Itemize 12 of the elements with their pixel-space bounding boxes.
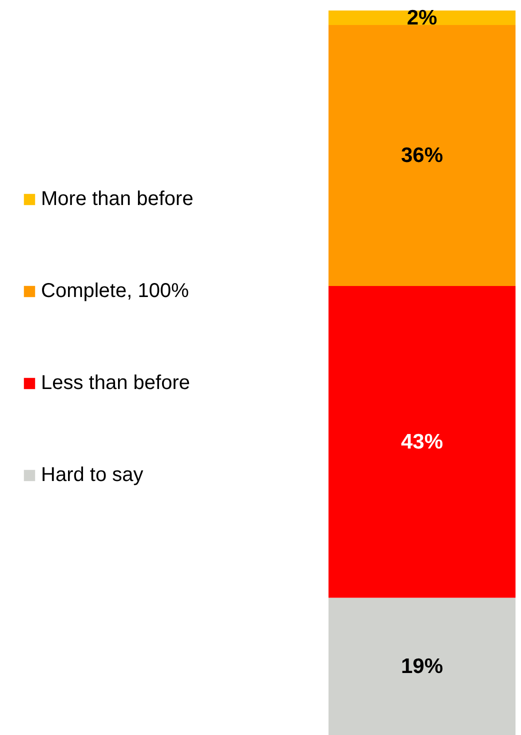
bar — [328, 286, 516, 598]
data-label: 2% — [406, 6, 438, 30]
legend-label: Less than before — [41, 371, 190, 395]
data-label: 43% — [400, 430, 444, 454]
bar — [328, 25, 516, 286]
bar — [328, 598, 516, 735]
data-label: 19% — [400, 655, 444, 678]
legend-label: Complete, 100% — [41, 279, 189, 303]
legend-label: Hard to say — [41, 463, 144, 487]
bar — [328, 10, 516, 25]
data-label: 36% — [400, 144, 444, 167]
legend-label: More than before — [41, 187, 194, 211]
